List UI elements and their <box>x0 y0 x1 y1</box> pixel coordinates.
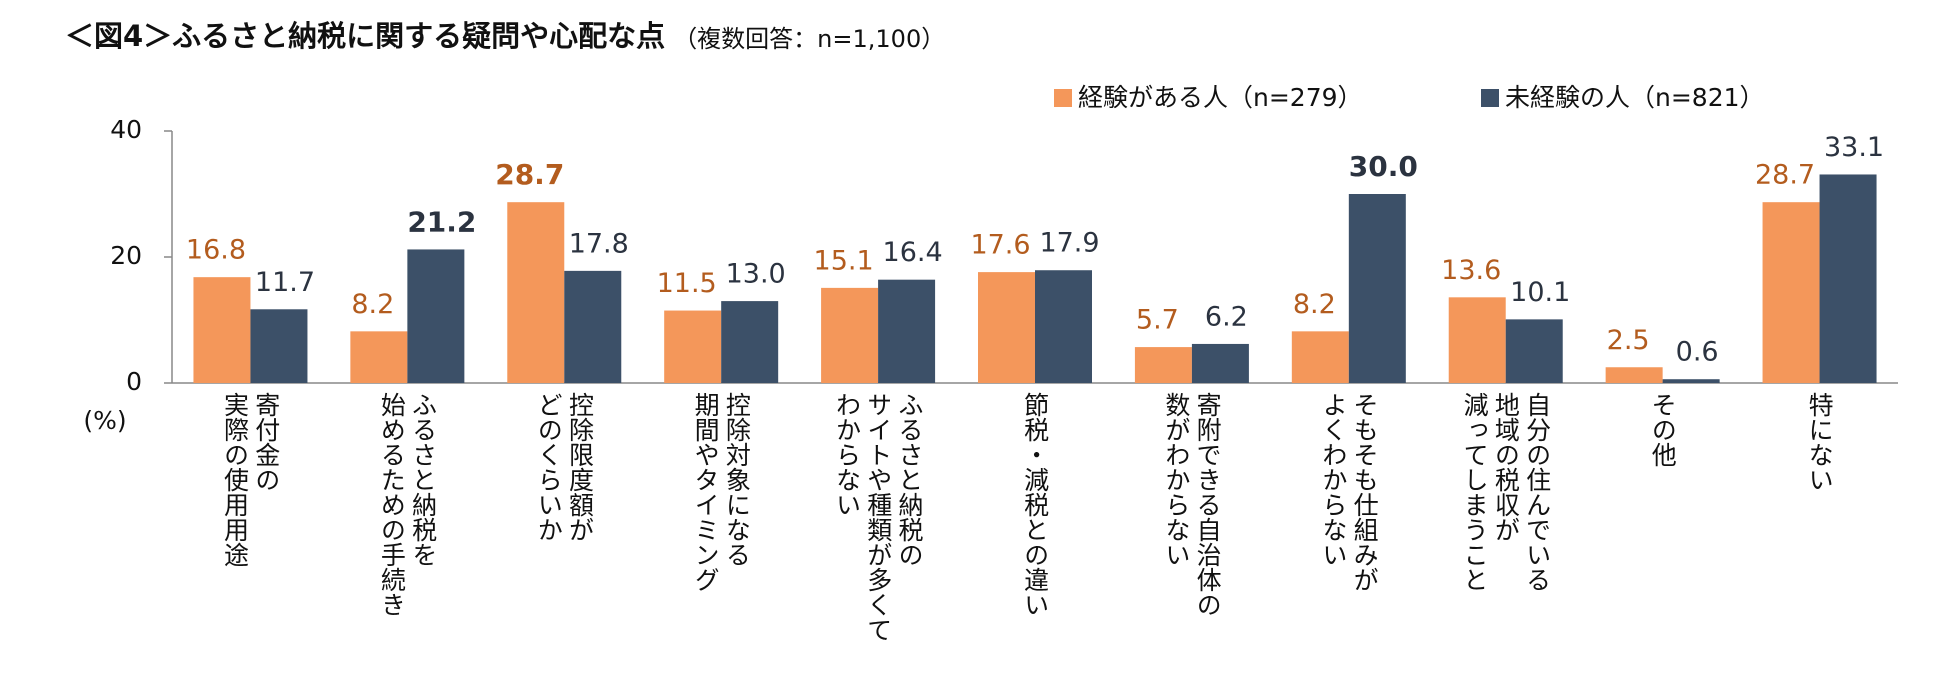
value-label: 11.7 <box>255 267 315 298</box>
x-tick-label: 寄附できる自治体の 数がわからない <box>1161 392 1223 617</box>
value-label: 21.2 <box>407 205 476 238</box>
bar <box>407 249 465 383</box>
bar <box>250 309 308 383</box>
bar <box>1762 202 1820 383</box>
value-label: 33.1 <box>1824 132 1884 163</box>
legend-swatch <box>1054 89 1072 107</box>
value-label: 6.2 <box>1205 301 1248 332</box>
value-label: 28.7 <box>1755 160 1815 191</box>
bar <box>193 277 251 383</box>
value-label: 0.6 <box>1676 337 1719 368</box>
bar <box>1448 297 1506 383</box>
value-label: 16.4 <box>883 237 943 268</box>
x-tick-label: ふるさと納税の サイトや種類が多くて わからない <box>832 392 924 642</box>
bar <box>1291 331 1349 383</box>
bar <box>1348 194 1406 383</box>
x-tick-label: 特にない <box>1805 392 1835 492</box>
value-label: 15.1 <box>814 245 874 276</box>
legend-label: 経験がある人（n=279） <box>1078 83 1363 112</box>
y-tick-label: 0 <box>126 367 142 396</box>
bar <box>1505 319 1563 383</box>
legend-swatch <box>1481 89 1499 107</box>
x-tick-label: 控除限度額が どのくらいか <box>534 392 595 542</box>
x-tick-label: 寄付金の 実際の使用用途 <box>220 392 281 567</box>
bar <box>721 301 779 383</box>
chart-subtitle: （複数回答：n=1,100） <box>673 25 945 53</box>
value-label: 17.6 <box>970 230 1030 261</box>
x-tick-label: そもそも仕組みが よくわからない <box>1318 392 1380 592</box>
value-label: 28.7 <box>495 158 564 191</box>
y-tick-label: 20 <box>110 241 142 270</box>
bar <box>1035 270 1092 383</box>
bar <box>664 310 722 383</box>
value-label: 13.6 <box>1441 255 1501 286</box>
bar <box>507 202 565 383</box>
value-label: 17.9 <box>1039 228 1099 259</box>
value-label: 17.8 <box>569 228 629 259</box>
x-tick-label: 控除対象になる 期間やタイミング <box>691 392 752 592</box>
value-label: 2.5 <box>1607 325 1650 356</box>
bar <box>1819 174 1877 383</box>
value-label: 16.8 <box>186 235 246 266</box>
value-label: 11.5 <box>657 268 717 299</box>
bar <box>978 272 1035 383</box>
bar <box>1134 347 1192 383</box>
legend-label: 未経験の人（n=821） <box>1505 83 1765 112</box>
bar <box>350 331 408 383</box>
bar <box>1191 343 1249 383</box>
value-label: 5.7 <box>1136 305 1179 336</box>
bar <box>878 279 936 383</box>
x-tick-label: 自分の住んでいる 地域の税収が 減ってしまうこと <box>1460 392 1552 592</box>
value-label: 10.1 <box>1510 277 1570 308</box>
x-tick-label: ふるさと納税を 始めるための手続き <box>377 392 438 617</box>
value-label: 30.0 <box>1349 150 1418 183</box>
value-label: 13.0 <box>726 259 786 290</box>
y-axis-unit: (%) <box>83 406 126 435</box>
bar <box>1662 379 1720 383</box>
bar <box>564 270 622 383</box>
value-label: 8.2 <box>351 289 394 320</box>
bar <box>821 287 879 383</box>
value-label: 8.2 <box>1293 289 1336 320</box>
chart-title: ＜図4＞ふるさと納税に関する疑問や心配な点 <box>65 19 665 53</box>
y-tick-label: 40 <box>110 115 142 144</box>
x-tick-label: 節税・減税との違い <box>1020 392 1050 617</box>
bar <box>1605 367 1663 383</box>
x-tick-label: その他 <box>1648 392 1678 467</box>
